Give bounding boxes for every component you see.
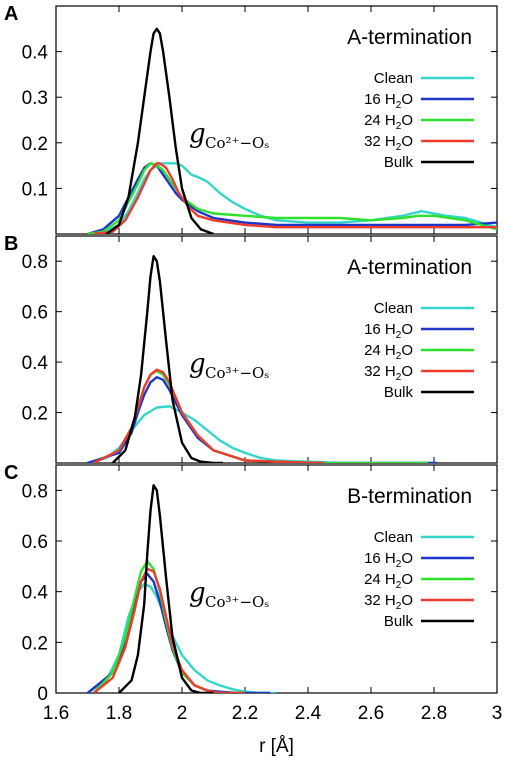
panel-b: 0.2 0.4 0.6 0.8B A-termination g Co³⁺−Oₛ Clean 1… <box>4 233 498 464</box>
series-line-clean <box>87 162 497 234</box>
series-line-32-h2o <box>93 162 497 234</box>
panel-c: 0 0.2 0.4 0.6 0.8C B-termination g Co³⁺−Oₛ Clean… <box>4 462 498 705</box>
series-line-32-h2o <box>93 567 245 693</box>
y-tick-label: 0.6 <box>22 532 48 553</box>
y-tick-label: 0.8 <box>22 481 48 502</box>
x-tick-label: 1.8 <box>106 703 132 724</box>
legend-label: Bulk <box>384 154 414 171</box>
rdf-subscript: Co³⁺−Oₛ <box>205 364 269 382</box>
panel-label: A <box>4 3 18 25</box>
y-tick-label: 0 <box>37 684 48 705</box>
x-tick-label: 2.2 <box>232 703 258 724</box>
x-tick-label: 2.4 <box>295 703 322 724</box>
x-tick-label: 2.6 <box>358 703 384 724</box>
panel-frame <box>55 235 498 464</box>
panel-label: C <box>4 462 18 484</box>
legend-label: 24 H2O <box>364 571 413 591</box>
legend-label: 16 H2O <box>364 91 413 111</box>
panel-label: B <box>4 233 18 255</box>
legend-label: Clean <box>374 70 413 87</box>
legend-label: 32 H2O <box>364 592 413 612</box>
panel-frame <box>55 5 498 235</box>
series-line-24-h2o <box>87 162 497 234</box>
series-line-clean <box>87 405 434 463</box>
legend-label: 24 H2O <box>364 342 413 362</box>
y-tick-label: 0.3 <box>22 88 48 109</box>
x-tick-label: 3 <box>492 703 503 724</box>
series-line-bulk <box>111 255 223 463</box>
series-line-32-h2o <box>93 368 324 463</box>
y-tick-label: 0.4 <box>22 43 49 64</box>
legend-label: 24 H2O <box>364 112 413 132</box>
y-tick-label: 0.2 <box>22 404 48 425</box>
legend-label: 32 H2O <box>364 133 413 153</box>
rdf-symbol: g <box>189 349 206 379</box>
y-tick-label: 0.6 <box>22 303 48 324</box>
legend-label: 16 H2O <box>364 321 413 341</box>
legend-label: Clean <box>374 529 413 546</box>
rdf-symbol: g <box>189 119 206 149</box>
x-tick-label: 2 <box>177 703 188 724</box>
y-tick-label: 0.1 <box>22 179 48 200</box>
legend-label: 32 H2O <box>364 363 413 383</box>
legend-label: Clean <box>374 300 413 317</box>
termination-title: A-termination <box>347 256 472 279</box>
termination-title: B-termination <box>347 485 472 508</box>
x-tick-label: 1.6 <box>43 703 69 724</box>
y-tick-label: 0.8 <box>22 252 48 273</box>
rdf-symbol: g <box>189 578 206 608</box>
y-tick-label: 0.2 <box>22 134 48 155</box>
rdf-subscript: Co³⁺−Oₛ <box>205 593 269 611</box>
legend-label: 16 H2O <box>364 550 413 570</box>
series-line-bulk <box>105 27 214 234</box>
y-tick-label: 0.4 <box>22 583 49 604</box>
legend-label: Bulk <box>384 613 414 630</box>
y-tick-label: 0.2 <box>22 633 48 654</box>
legend-label: Bulk <box>384 384 414 401</box>
series-line-16-h2o <box>87 162 497 234</box>
x-axis-label: r [Å] <box>259 736 294 757</box>
x-tick-label: 2.8 <box>421 703 447 724</box>
panel-a: 0.1 0.2 0.3 0.4A A-termination g Co²⁺−Oₛ Clean 1… <box>4 3 498 235</box>
y-tick-label: 0.4 <box>22 353 49 374</box>
termination-title: A-termination <box>347 26 472 49</box>
rdf-subscript: Co²⁺−Oₛ <box>205 134 269 152</box>
series-line-bulk <box>118 484 214 693</box>
